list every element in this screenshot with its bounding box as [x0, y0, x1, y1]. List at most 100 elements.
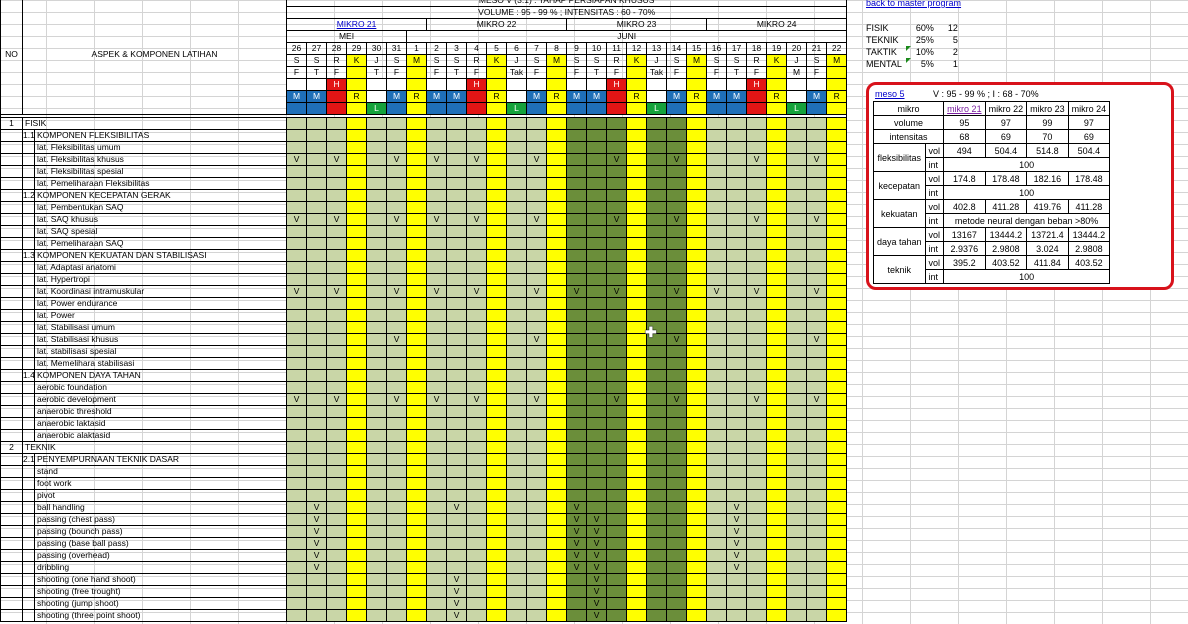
schedule-cell[interactable] — [606, 453, 628, 466]
schedule-cell[interactable] — [646, 429, 668, 442]
schedule-check-cell[interactable]: V — [566, 549, 588, 562]
schedule-cell[interactable] — [446, 417, 468, 430]
schedule-cell[interactable] — [446, 549, 468, 562]
schedule-cell[interactable] — [446, 465, 468, 478]
schedule-cell[interactable] — [426, 141, 448, 154]
schedule-cell[interactable] — [386, 465, 408, 478]
schedule-cell[interactable] — [526, 129, 548, 142]
schedule-cell[interactable] — [586, 501, 608, 514]
schedule-cell[interactable] — [286, 561, 308, 574]
schedule-cell[interactable] — [446, 129, 468, 142]
schedule-cell[interactable] — [426, 237, 448, 250]
schedule-cell[interactable] — [566, 405, 588, 418]
schedule-cell[interactable] — [606, 381, 628, 394]
schedule-cell[interactable] — [806, 141, 828, 154]
schedule-check-cell[interactable]: V — [566, 537, 588, 550]
schedule-cell[interactable] — [426, 309, 448, 322]
schedule-cell[interactable] — [746, 501, 768, 514]
schedule-cell[interactable] — [466, 549, 488, 562]
schedule-cell[interactable] — [686, 153, 708, 166]
schedule-cell[interactable] — [746, 609, 768, 622]
schedule-cell[interactable] — [566, 345, 588, 358]
schedule-cell[interactable] — [406, 369, 428, 382]
schedule-cell[interactable] — [746, 177, 768, 190]
schedule-cell[interactable] — [586, 333, 608, 346]
schedule-cell[interactable] — [426, 489, 448, 502]
schedule-cell[interactable] — [286, 441, 308, 454]
schedule-check-cell[interactable]: V — [326, 213, 348, 226]
schedule-cell[interactable] — [546, 525, 568, 538]
schedule-cell[interactable] — [786, 525, 808, 538]
schedule-cell[interactable] — [706, 129, 728, 142]
schedule-cell[interactable] — [346, 333, 368, 346]
schedule-cell[interactable] — [706, 273, 728, 286]
schedule-cell[interactable] — [526, 549, 548, 562]
schedule-cell[interactable] — [446, 321, 468, 334]
schedule-cell[interactable] — [546, 261, 568, 274]
schedule-cell[interactable] — [806, 369, 828, 382]
schedule-cell[interactable] — [286, 477, 308, 490]
schedule-cell[interactable] — [346, 609, 368, 622]
schedule-cell[interactable] — [486, 165, 508, 178]
schedule-cell[interactable] — [766, 477, 788, 490]
schedule-cell[interactable] — [466, 129, 488, 142]
schedule-cell[interactable] — [746, 225, 768, 238]
schedule-cell[interactable] — [526, 189, 548, 202]
schedule-cell[interactable] — [286, 297, 308, 310]
schedule-cell[interactable] — [486, 357, 508, 370]
schedule-check-cell[interactable]: V — [426, 213, 448, 226]
schedule-cell[interactable] — [526, 357, 548, 370]
schedule-cell[interactable] — [526, 561, 548, 574]
schedule-cell[interactable] — [726, 249, 748, 262]
schedule-cell[interactable] — [726, 477, 748, 490]
schedule-cell[interactable] — [326, 441, 348, 454]
schedule-cell[interactable] — [626, 573, 648, 586]
schedule-cell[interactable] — [606, 141, 628, 154]
schedule-check-cell[interactable]: V — [606, 393, 628, 406]
schedule-cell[interactable] — [646, 585, 668, 598]
schedule-cell[interactable] — [406, 393, 428, 406]
schedule-cell[interactable] — [826, 477, 848, 490]
schedule-cell[interactable] — [406, 525, 428, 538]
schedule-cell[interactable] — [826, 273, 848, 286]
schedule-cell[interactable] — [426, 477, 448, 490]
schedule-cell[interactable] — [466, 117, 488, 130]
schedule-cell[interactable] — [606, 309, 628, 322]
schedule-cell[interactable] — [566, 165, 588, 178]
schedule-cell[interactable] — [506, 405, 528, 418]
schedule-cell[interactable] — [546, 537, 568, 550]
schedule-cell[interactable] — [826, 501, 848, 514]
schedule-cell[interactable] — [706, 489, 728, 502]
schedule-cell[interactable] — [606, 513, 628, 526]
schedule-cell[interactable] — [826, 165, 848, 178]
schedule-cell[interactable] — [786, 381, 808, 394]
schedule-cell[interactable] — [826, 405, 848, 418]
schedule-cell[interactable] — [666, 561, 688, 574]
schedule-cell[interactable] — [326, 201, 348, 214]
schedule-cell[interactable] — [766, 393, 788, 406]
schedule-cell[interactable] — [806, 453, 828, 466]
schedule-cell[interactable] — [746, 333, 768, 346]
schedule-check-cell[interactable]: V — [326, 285, 348, 298]
schedule-cell[interactable] — [306, 429, 328, 442]
schedule-cell[interactable] — [286, 369, 308, 382]
schedule-cell[interactable] — [446, 357, 468, 370]
schedule-cell[interactable] — [346, 297, 368, 310]
schedule-cell[interactable] — [586, 153, 608, 166]
schedule-cell[interactable] — [526, 513, 548, 526]
schedule-cell[interactable] — [666, 345, 688, 358]
schedule-cell[interactable] — [286, 357, 308, 370]
schedule-check-cell[interactable]: V — [306, 561, 328, 574]
schedule-cell[interactable] — [646, 609, 668, 622]
schedule-cell[interactable] — [626, 549, 648, 562]
schedule-cell[interactable] — [706, 261, 728, 274]
schedule-cell[interactable] — [606, 441, 628, 454]
schedule-cell[interactable] — [646, 201, 668, 214]
schedule-cell[interactable] — [566, 357, 588, 370]
schedule-cell[interactable] — [446, 405, 468, 418]
schedule-cell[interactable] — [286, 549, 308, 562]
schedule-cell[interactable] — [526, 249, 548, 262]
schedule-check-cell[interactable]: V — [726, 513, 748, 526]
schedule-cell[interactable] — [506, 225, 528, 238]
schedule-cell[interactable] — [706, 153, 728, 166]
